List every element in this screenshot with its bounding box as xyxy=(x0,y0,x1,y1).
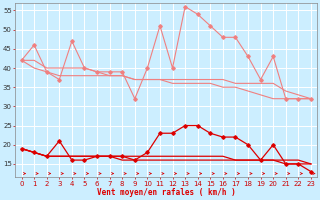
X-axis label: Vent moyen/en rafales ( km/h ): Vent moyen/en rafales ( km/h ) xyxy=(97,188,236,197)
